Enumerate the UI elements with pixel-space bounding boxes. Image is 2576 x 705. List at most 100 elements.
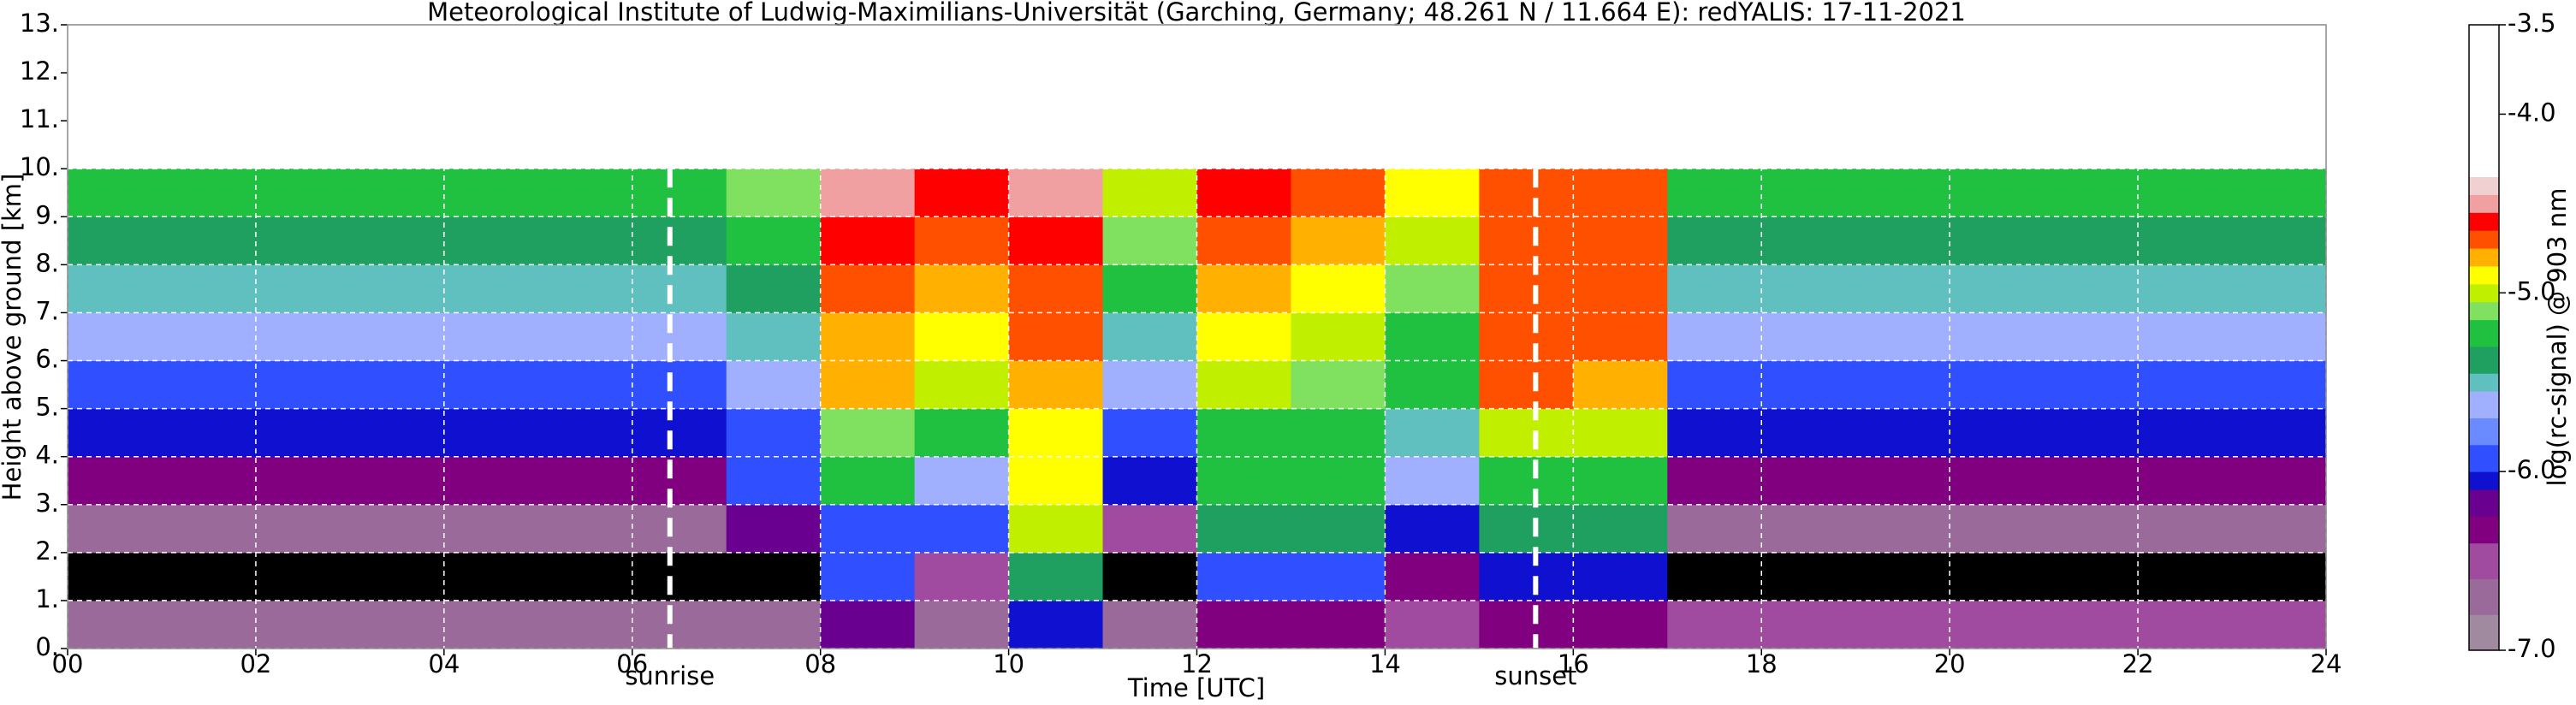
heatmap-cell	[443, 312, 539, 362]
heatmap-cell	[1855, 360, 1950, 410]
colorbar-segment	[2469, 25, 2499, 178]
heatmap-cell	[1855, 552, 1950, 601]
heatmap-cell	[1102, 169, 1197, 217]
heatmap-cell	[1667, 264, 1762, 313]
heatmap-cell	[2044, 552, 2139, 601]
heatmap-cell	[1008, 312, 1104, 362]
colorbar-frame	[2468, 24, 2500, 651]
colorbar-segment	[2469, 471, 2499, 490]
heatmap-cell	[1291, 408, 1386, 458]
heatmap-cell	[820, 216, 916, 265]
heatmap-cell	[161, 408, 257, 458]
colorbar-segment	[2469, 391, 2499, 418]
heatmap-cell	[349, 312, 445, 362]
colorbar-segment	[2469, 516, 2499, 544]
heatmap-cell	[820, 600, 916, 649]
heatmap-cell	[349, 216, 445, 265]
heatmap-cell	[1385, 169, 1480, 217]
heatmap-cell	[726, 456, 822, 506]
heatmap-cell	[349, 600, 445, 649]
heatmap-cell	[1479, 552, 1574, 601]
heatmap-cell	[1196, 456, 1291, 506]
heatmap-cell	[632, 552, 727, 601]
colorbar-segment	[2469, 265, 2499, 285]
heatmap-cell	[2044, 600, 2139, 649]
heatmap-cell	[1385, 216, 1480, 265]
heatmap-cell	[443, 408, 539, 458]
heatmap-cell	[820, 264, 916, 313]
heatmap-cell	[820, 456, 916, 506]
colorbar-tick-label: -4.0	[2508, 98, 2556, 127]
heatmap-cell	[1479, 169, 1574, 217]
heatmap-cell	[914, 360, 1010, 410]
heatmap-cell	[537, 360, 633, 410]
y-tick-label: 13.	[20, 9, 59, 38]
heatmap-cell	[632, 312, 727, 362]
heatmap-cell	[1667, 216, 1762, 265]
heatmap-cell	[1385, 264, 1480, 313]
heatmap-cell	[1291, 360, 1386, 410]
heatmap-cell	[537, 600, 633, 649]
heatmap-cell	[1667, 552, 1762, 601]
x-tick-label: 16	[1558, 649, 1589, 678]
heatmap-cell	[1291, 264, 1386, 313]
heatmap-cell	[914, 408, 1010, 458]
heatmap-cell	[914, 504, 1010, 554]
heatmap-cell	[914, 600, 1010, 649]
heatmap-cell	[1291, 312, 1386, 362]
heatmap-cell	[255, 408, 351, 458]
heatmap-cell	[1008, 169, 1104, 217]
y-tick-label: 4.	[35, 441, 59, 470]
heatmap-cell	[68, 360, 163, 410]
heatmap-cell	[1291, 504, 1386, 554]
heatmap-cell	[1479, 216, 1574, 265]
y-tick-label: 9.	[35, 200, 59, 229]
heatmap-cell	[1761, 600, 1856, 649]
heatmap-cell	[1950, 216, 2045, 265]
heatmap-cell	[255, 600, 351, 649]
colorbar-label: log(rc-signal) @ 903 nm	[2543, 188, 2572, 487]
heatmap-cell	[2044, 456, 2139, 506]
heatmap-cell	[349, 169, 445, 217]
heatmap-cell	[632, 216, 727, 265]
y-tick-label: 11.	[20, 104, 59, 133]
annotation-label: sunrise	[625, 661, 715, 690]
heatmap-cell	[1291, 552, 1386, 601]
y-tick-label: 8.	[35, 248, 59, 277]
heatmap-cell	[1950, 552, 2045, 601]
y-tick-label: 2.	[35, 536, 59, 566]
heatmap-cell	[1855, 169, 1950, 217]
colorbar-tick-label: -7.0	[2508, 634, 2556, 663]
heatmap-cell	[2044, 169, 2139, 217]
heatmap-cell	[1761, 504, 1856, 554]
x-tick-label: 22	[2122, 649, 2154, 678]
x-axis-label: Time [UTC]	[1127, 673, 1265, 702]
x-tick-label: 06	[616, 649, 648, 678]
heatmap-cell	[726, 360, 822, 410]
heatmap-cell	[726, 600, 822, 649]
heatmap-cell	[2044, 360, 2139, 410]
heatmap-cell	[1102, 456, 1197, 506]
heatmap-cell	[537, 456, 633, 506]
heatmap-cell	[161, 216, 257, 265]
heatmap-cell	[1196, 360, 1291, 410]
heatmap-cell	[1761, 552, 1856, 601]
heatmap-cell	[1008, 216, 1104, 265]
heatmap-cell	[443, 216, 539, 265]
x-tick-label: 10	[993, 649, 1024, 678]
heatmap-cell	[161, 169, 257, 217]
heatmap-cell	[443, 456, 539, 506]
heatmap-cell	[255, 216, 351, 265]
heatmap-cell	[1008, 264, 1104, 313]
colorbar-segment	[2469, 301, 2499, 321]
heatmap-cell	[68, 552, 163, 601]
heatmap-cell	[255, 264, 351, 313]
heatmap-cell	[820, 360, 916, 410]
heatmap-cell	[1196, 408, 1291, 458]
heatmap-cell	[68, 504, 163, 554]
heatmap-cell	[726, 408, 822, 458]
y-tick-label: 3.	[35, 489, 59, 518]
heatmap-cell	[1761, 408, 1856, 458]
heatmap-cell	[1385, 552, 1480, 601]
